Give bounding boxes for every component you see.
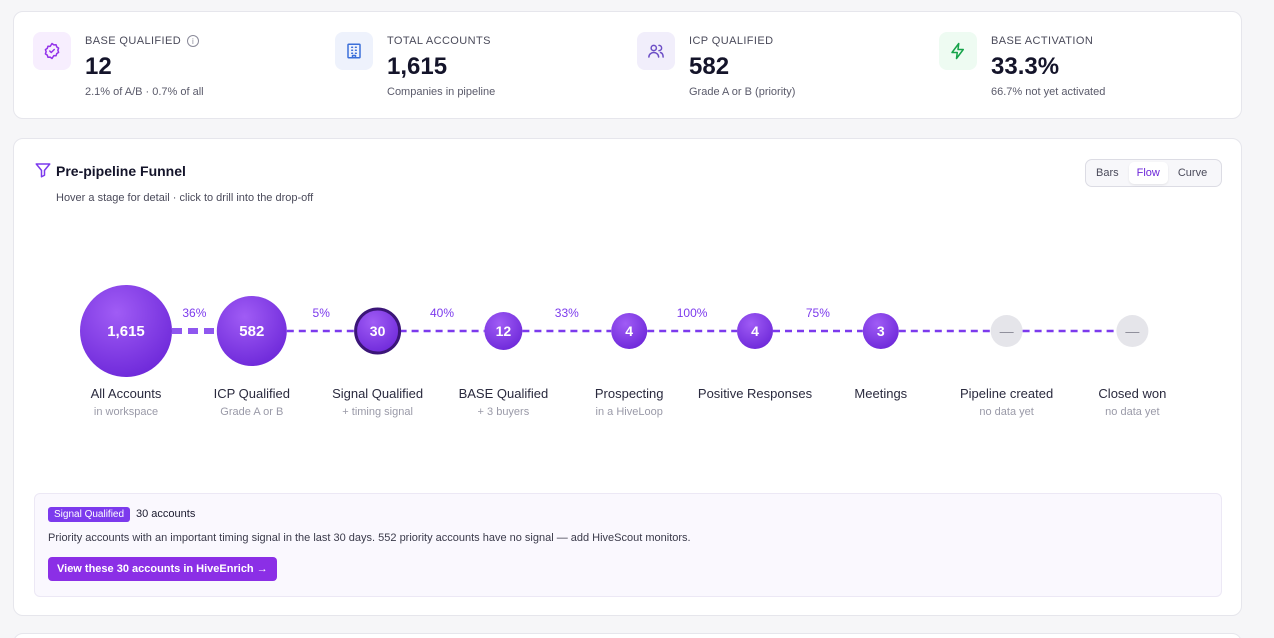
kpi-total-accounts: TOTAL ACCOUNTS 1,615 Companies in pipeli… <box>335 32 625 102</box>
kpi-value: 33.3% <box>991 53 1060 80</box>
kpi-label: BASE QUALIFIED i <box>85 35 200 47</box>
stage-node-value: — <box>1125 323 1140 339</box>
view-bars-tab[interactable]: Bars <box>1096 167 1119 179</box>
stage-subtext: no data yet <box>979 406 1034 418</box>
conversion-rate: 75% <box>805 306 830 320</box>
kpi-subtext: 66.7% not yet activated <box>991 86 1106 98</box>
kpi-subtext: Grade A or B (priority) <box>689 86 796 98</box>
stage-node[interactable] <box>862 313 899 349</box>
filter-icon <box>34 161 52 184</box>
stage-name[interactable]: All Accounts <box>90 386 162 401</box>
stage-node-value: 1,615 <box>107 322 145 340</box>
kpi-summary-card: BASE QUALIFIED i 12 2.1% of A/B · 0.7% of… <box>13 11 1242 119</box>
funnel-subtitle: Hover a stage for detail · click to dril… <box>56 192 314 204</box>
stage-node[interactable] <box>1116 315 1149 347</box>
stage-name[interactable]: Closed won <box>1098 386 1167 401</box>
kpi-subtext: 2.1% of A/B · 0.7% of all <box>85 86 204 98</box>
stage-name[interactable]: Pipeline created <box>959 386 1054 401</box>
stage-node-value: 582 <box>239 322 265 340</box>
kpi-value: 1,615 <box>387 53 448 80</box>
funnel-card: Pre-pipeline Funnel Hover a stage for de… <box>13 138 1242 616</box>
conversion-rate: 5% <box>312 306 330 320</box>
kpi-value: 12 <box>85 53 112 80</box>
stage-subtext: no data yet <box>1105 406 1160 418</box>
stage-count: 30 accounts <box>136 508 196 520</box>
conversion-rate: 100% <box>676 306 708 320</box>
next-section-card <box>13 633 1242 638</box>
kpi-subtext: Companies in pipeline <box>387 86 496 98</box>
stage-node-value: 30 <box>369 323 386 339</box>
users-icon <box>637 32 675 70</box>
stage-name[interactable]: Signal Qualified <box>332 386 424 401</box>
view-flow-tab[interactable]: Flow <box>1128 162 1168 184</box>
stage-node-value: 4 <box>625 323 634 339</box>
stage-subtext: + timing signal <box>342 406 413 418</box>
kpi-value: 582 <box>689 53 730 80</box>
stage-name[interactable]: Prospecting <box>594 386 664 401</box>
funnel-title: Pre-pipeline Funnel <box>56 163 186 179</box>
conversion-rate: 40% <box>429 306 455 320</box>
conversion-rate: 36% <box>182 306 207 320</box>
stage-node[interactable] <box>990 315 1023 347</box>
stage-subtext: in workspace <box>93 406 159 418</box>
stage-node[interactable] <box>80 285 172 377</box>
stage-node-value: 12 <box>495 323 512 339</box>
stage-node[interactable] <box>611 313 648 349</box>
stage-name[interactable]: Positive Responses <box>697 386 813 401</box>
funnel-flow-chart <box>80 285 1149 377</box>
stage-subtext: + 3 buyers <box>477 406 530 418</box>
conversion-rate: 33% <box>554 306 579 320</box>
stage-node[interactable] <box>737 313 773 349</box>
stage-node-value: 4 <box>751 323 759 339</box>
stage-node[interactable] <box>216 296 287 366</box>
stage-detail-panel: Signal Qualified 30 accounts Priority ac… <box>34 493 1222 597</box>
kpi-base-qualified: BASE QUALIFIED i 12 2.1% of A/B · 0.7% of… <box>33 32 323 102</box>
kpi-label: BASE ACTIVATION <box>991 35 1094 47</box>
view-curve-tab[interactable]: Curve <box>1177 167 1208 179</box>
stage-subtext: Grade A or B <box>220 406 284 418</box>
kpi-icp-qualified: ICP QUALIFIED 582 Grade A or B (priority… <box>637 32 927 102</box>
stage-description: Priority accounts with an important timi… <box>48 532 691 544</box>
stage-node-value: — <box>999 323 1014 339</box>
stage-name[interactable]: ICP Qualified <box>213 386 290 401</box>
bolt-icon <box>939 32 977 70</box>
kpi-label: TOTAL ACCOUNTS <box>387 35 491 47</box>
info-icon[interactable]: i <box>187 35 200 47</box>
kpi-label: ICP QUALIFIED <box>689 35 774 47</box>
stage-badge: Signal Qualified <box>48 507 131 522</box>
badge-check-icon <box>33 32 71 70</box>
stage-node-value: 3 <box>876 323 885 339</box>
stage-name[interactable]: BASE Qualified <box>458 386 549 401</box>
building-icon <box>335 32 373 70</box>
kpi-base-activation: BASE ACTIVATION 33.3% 66.7% not yet acti… <box>939 32 1229 102</box>
view-accounts-button[interactable]: View these 30 accounts in HiveEnrich → <box>48 557 277 581</box>
stage-name[interactable]: Meetings <box>854 386 908 401</box>
stage-node[interactable] <box>484 312 523 350</box>
stage-node[interactable] <box>354 307 402 355</box>
stage-subtext: in a HiveLoop <box>595 406 663 418</box>
view-toggle: Bars Flow Curve <box>1085 159 1222 187</box>
